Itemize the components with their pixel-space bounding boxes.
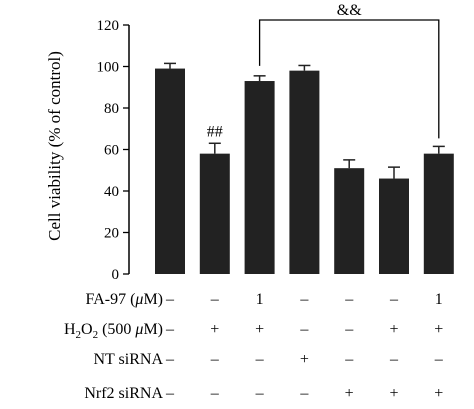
row-label-part: (500 <box>98 321 135 338</box>
row-label-part: 2 <box>93 329 99 341</box>
bar <box>423 153 454 274</box>
condition-cell: – <box>344 351 354 368</box>
condition-cell: – <box>299 385 309 402</box>
condition-cell: + <box>345 385 354 402</box>
condition-cell: + <box>434 385 443 402</box>
condition-cell: – <box>210 291 220 308</box>
y-axis-title: Cell viability (% of control) <box>45 51 64 241</box>
condition-cell: – <box>165 321 175 338</box>
condition-cell: – <box>165 385 175 402</box>
condition-cell: 1 <box>256 291 264 308</box>
y-tick-label: 80 <box>104 101 119 117</box>
condition-cell: + <box>210 321 219 338</box>
row-label-part: 2 <box>76 329 82 341</box>
y-tick-label: 60 <box>104 143 119 159</box>
row-label-part: Nrf2 siRNA <box>84 385 163 402</box>
bracket-label: && <box>337 2 362 19</box>
row-label-h2o2: H2O2 (500 μM) <box>64 321 163 341</box>
row-label-part: FA-97 ( <box>85 291 135 308</box>
condition-cell: + <box>300 351 309 368</box>
condition-cell: – <box>389 291 399 308</box>
comparison-bracket: && <box>258 2 440 139</box>
y-tick-label: 120 <box>97 18 120 34</box>
bar <box>289 70 320 275</box>
condition-cell: – <box>299 321 309 338</box>
condition-cell: + <box>434 321 443 338</box>
condition-cell: – <box>210 385 220 402</box>
row-label-part: M) <box>143 291 163 308</box>
condition-cell: + <box>389 321 398 338</box>
condition-cell: – <box>299 291 309 308</box>
bracket-line <box>258 19 440 139</box>
bar <box>199 153 230 274</box>
row-label-fa97: FA-97 (μM) <box>85 291 163 308</box>
y-tick-label: 100 <box>97 60 120 76</box>
condition-cell: – <box>344 291 354 308</box>
row-label-part: O <box>81 321 93 338</box>
condition-cell: – <box>255 351 265 368</box>
row-label-part: NT siRNA <box>94 351 164 368</box>
condition-cell: – <box>344 321 354 338</box>
y-tick-label: 40 <box>104 184 119 200</box>
y-tick-label: 0 <box>112 267 120 283</box>
condition-cell: – <box>434 351 444 368</box>
y-tick-label: 20 <box>104 226 119 242</box>
row-label-nt-sirna: NT siRNA <box>94 351 164 368</box>
row-label-part: H <box>64 321 76 338</box>
y-axis: 0 20 40 60 80 100 120 <box>97 18 130 283</box>
bar <box>244 81 275 275</box>
condition-cell: – <box>389 351 399 368</box>
bar <box>334 168 365 274</box>
condition-cell: 1 <box>435 291 443 308</box>
row-label-part: M) <box>143 321 163 338</box>
row-label-nrf2-sirna: Nrf2 siRNA <box>84 385 163 402</box>
significance-label: ## <box>207 123 223 140</box>
condition-cell: – <box>210 351 220 368</box>
bar <box>155 68 185 274</box>
row-label-part: μ <box>134 291 143 308</box>
bars: ## <box>155 62 454 275</box>
condition-cell: – <box>165 291 175 308</box>
condition-cell: + <box>389 385 398 402</box>
condition-cell: – <box>165 351 175 368</box>
condition-cell: + <box>255 321 264 338</box>
row-label-part: μ <box>134 321 143 338</box>
condition-cell: – <box>255 385 265 402</box>
bar <box>379 178 409 274</box>
condition-table: FA-97 (μM) H2O2 (500 μM) NT siRNA Nrf2 s… <box>64 291 444 402</box>
